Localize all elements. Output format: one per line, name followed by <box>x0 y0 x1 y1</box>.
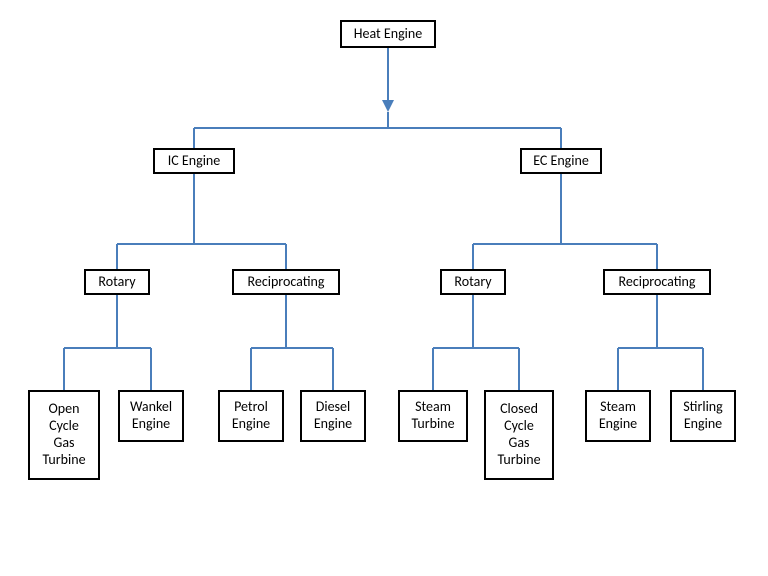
node-steam-turbine: Steam Turbine <box>398 390 468 442</box>
node-petrol-engine: Petrol Engine <box>218 390 284 442</box>
node-closed-cycle-gas-turbine: Closed Cycle Gas Turbine <box>484 390 554 480</box>
node-steam-engine: Steam Engine <box>585 390 651 442</box>
node-ic-engine: IC Engine <box>153 148 235 174</box>
node-stirling-engine: Stirling Engine <box>670 390 736 442</box>
node-ec-reciprocating: Reciprocating <box>603 269 711 295</box>
node-ic-reciprocating: Reciprocating <box>232 269 340 295</box>
node-ec-rotary: Rotary <box>440 269 506 295</box>
node-diesel-engine: Diesel Engine <box>300 390 366 442</box>
node-heat-engine: Heat Engine <box>340 20 436 48</box>
node-ec-engine: EC Engine <box>520 148 602 174</box>
node-wankel-engine: Wankel Engine <box>118 390 184 442</box>
node-ic-rotary: Rotary <box>84 269 150 295</box>
node-open-cycle-gas-turbine: Open Cycle Gas Turbine <box>28 390 100 480</box>
